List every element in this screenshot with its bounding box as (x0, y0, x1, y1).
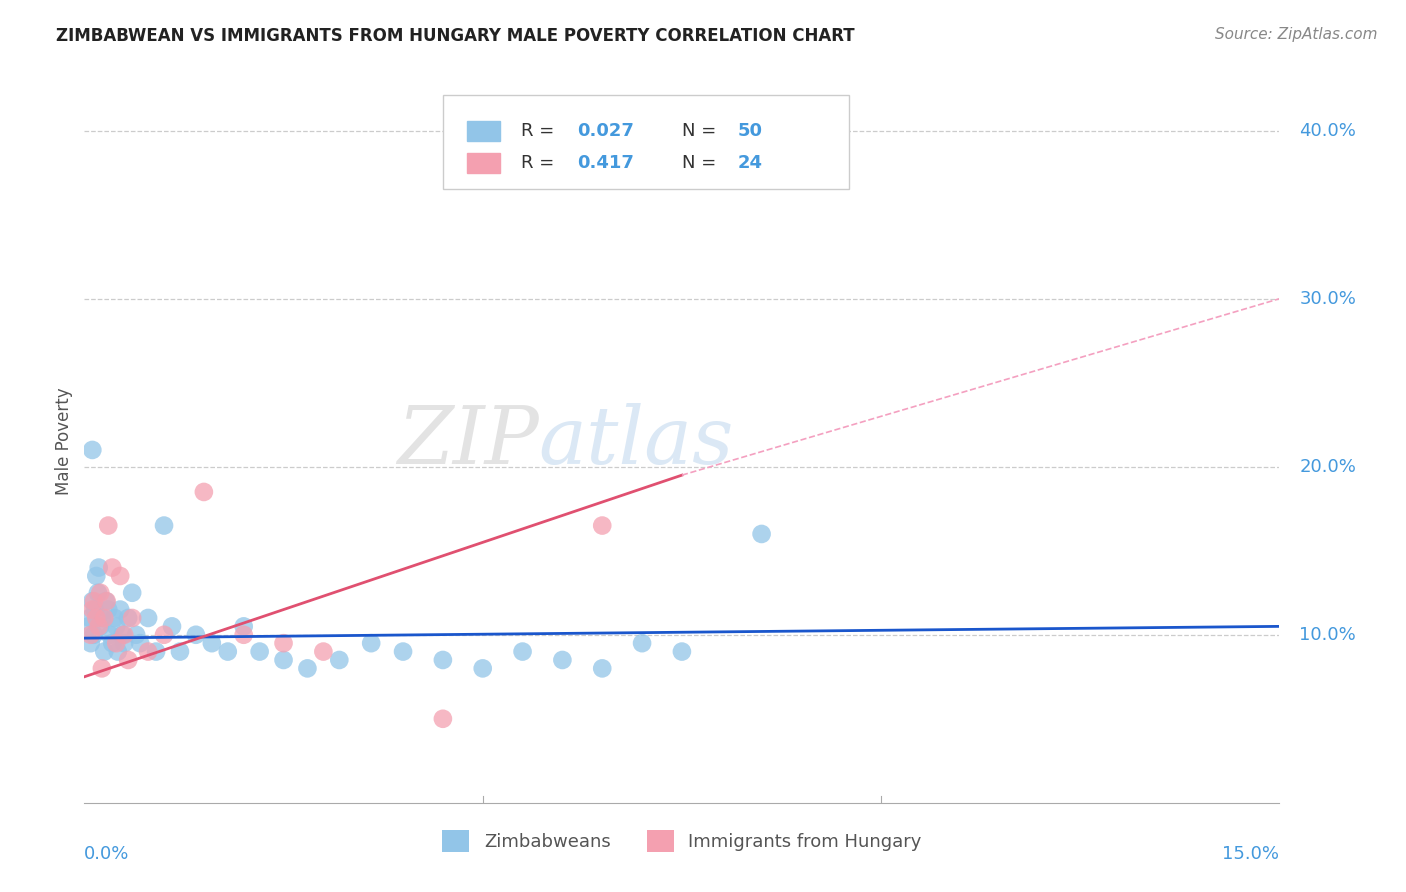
Point (97, 518, 120, 533)
Bar (467, 153, 501, 173)
Point (90, 611, 112, 625)
Point (80, 636, 103, 650)
Point (96, 594, 118, 608)
Point (297, 661, 319, 675)
Point (77, 619, 100, 633)
Text: N =: N = (682, 122, 721, 140)
Point (117, 653, 139, 667)
Point (110, 569, 132, 583)
Point (89, 619, 111, 633)
Point (107, 644, 129, 658)
Point (471, 661, 494, 675)
Text: Source: ZipAtlas.com: Source: ZipAtlas.com (1215, 27, 1378, 42)
Text: atlas: atlas (538, 403, 734, 480)
Point (86, 569, 108, 583)
Text: 15.0%: 15.0% (1222, 845, 1279, 863)
Point (82, 594, 104, 608)
Point (90, 661, 112, 675)
Point (112, 636, 135, 650)
Point (193, 485, 215, 500)
Legend: Zimbabweans, Immigrants from Hungary: Zimbabweans, Immigrants from Hungary (434, 822, 929, 859)
Point (169, 644, 191, 658)
Point (87, 619, 110, 633)
Text: 30.0%: 30.0% (1299, 290, 1357, 308)
Point (273, 653, 295, 667)
Point (82, 442, 104, 457)
Text: 0.0%: 0.0% (84, 845, 129, 863)
Point (104, 611, 127, 625)
Text: 20.0%: 20.0% (1299, 458, 1357, 475)
Point (125, 628, 148, 642)
Text: R =: R = (520, 122, 560, 140)
Text: 40.0%: 40.0% (1299, 121, 1357, 140)
Point (105, 636, 128, 650)
Point (153, 518, 176, 533)
Point (87, 560, 110, 574)
Point (232, 619, 254, 633)
Point (80, 628, 103, 642)
Text: 50: 50 (738, 122, 763, 140)
Point (232, 628, 254, 642)
Point (328, 653, 350, 667)
Point (751, 527, 773, 541)
Text: ZIP: ZIP (396, 403, 538, 480)
Point (112, 628, 135, 642)
Text: N =: N = (682, 154, 721, 172)
Point (82, 602, 104, 616)
Text: 0.417: 0.417 (576, 154, 634, 172)
Point (591, 661, 613, 675)
Point (110, 602, 132, 616)
Point (89, 586, 111, 600)
Point (201, 636, 224, 650)
Point (83, 628, 105, 642)
Point (184, 628, 207, 642)
Point (432, 653, 454, 667)
Point (93, 611, 115, 625)
Point (129, 636, 152, 650)
Point (591, 518, 613, 533)
Point (631, 636, 654, 650)
Point (160, 619, 183, 633)
Point (98, 628, 121, 642)
Point (512, 644, 534, 658)
Point (105, 619, 128, 633)
Point (360, 636, 382, 650)
Text: 0.027: 0.027 (576, 122, 634, 140)
Point (121, 611, 143, 625)
Point (249, 644, 271, 658)
Point (136, 611, 159, 625)
Point (83, 602, 105, 616)
Point (312, 644, 335, 658)
Point (551, 653, 574, 667)
Bar (467, 120, 501, 141)
Point (217, 644, 239, 658)
Point (145, 644, 167, 658)
Y-axis label: Male Poverty: Male Poverty (55, 388, 73, 495)
Point (101, 560, 124, 574)
Point (97, 602, 120, 616)
FancyBboxPatch shape (443, 95, 849, 189)
Point (392, 644, 415, 658)
Point (86, 611, 108, 625)
Text: 24: 24 (738, 154, 763, 172)
Point (432, 712, 454, 726)
Point (101, 636, 124, 650)
Point (93, 644, 115, 658)
Text: 10.0%: 10.0% (1299, 626, 1357, 644)
Point (136, 644, 159, 658)
Point (671, 644, 693, 658)
Point (117, 611, 139, 625)
Point (111, 628, 134, 642)
Point (83, 594, 105, 608)
Point (121, 586, 143, 600)
Text: ZIMBABWEAN VS IMMIGRANTS FROM HUNGARY MALE POVERTY CORRELATION CHART: ZIMBABWEAN VS IMMIGRANTS FROM HUNGARY MA… (56, 27, 855, 45)
Point (94, 594, 117, 608)
Point (79, 611, 101, 625)
Text: R =: R = (520, 154, 560, 172)
Point (153, 628, 176, 642)
Point (87, 586, 110, 600)
Point (273, 636, 295, 650)
